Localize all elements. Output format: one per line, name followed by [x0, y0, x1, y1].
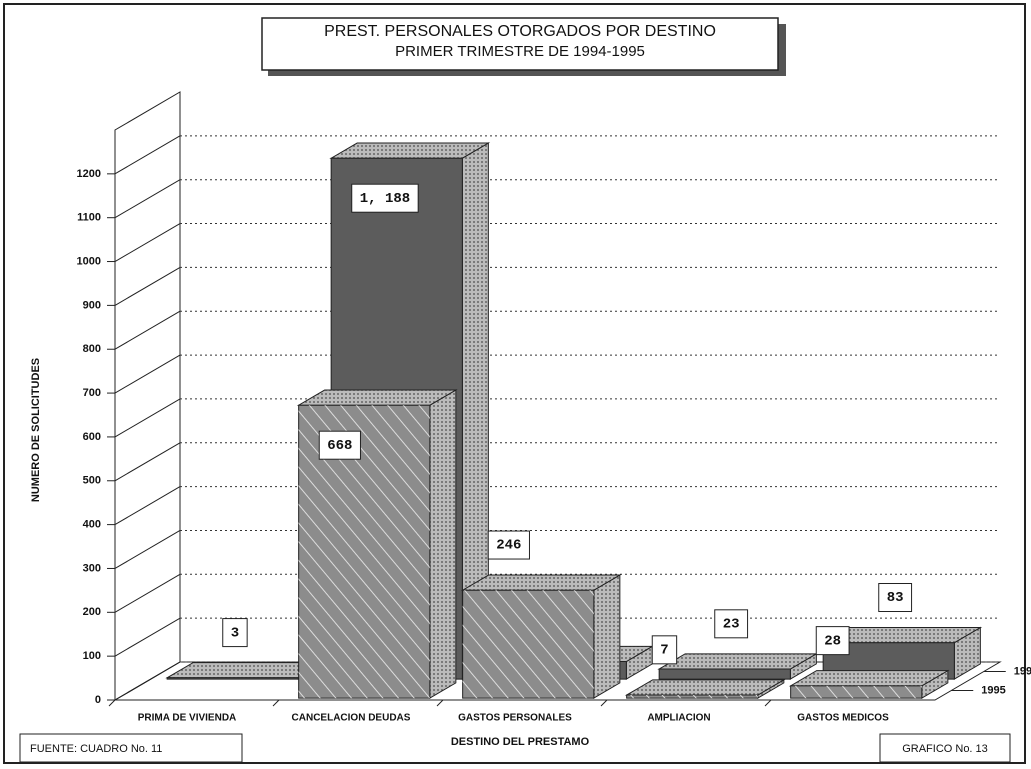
x-tick-label: AMPLIACION — [647, 713, 710, 724]
x-tick-label: GASTOS PERSONALES — [458, 713, 572, 724]
side-grid-line — [114, 661, 181, 701]
title-box — [261, 17, 779, 71]
value-label: 1, 188 — [360, 191, 410, 207]
legend-label: 1994 — [1014, 665, 1031, 677]
side-grid-line — [114, 442, 181, 482]
x-tick — [436, 699, 444, 707]
y-tick-label: 300 — [83, 562, 101, 574]
bar-side — [429, 389, 457, 699]
bar-hatch — [462, 590, 594, 699]
bar-side — [593, 574, 621, 699]
value-label: 668 — [327, 438, 352, 454]
side-grid-line — [114, 354, 181, 394]
value-label: 23 — [723, 617, 740, 633]
y-tick-label: 1200 — [77, 168, 101, 180]
value-label-box — [714, 609, 749, 639]
y-tick-label: 900 — [83, 299, 101, 311]
bar — [788, 669, 950, 699]
x-tick — [108, 699, 116, 707]
bar — [296, 389, 458, 699]
y-tick-label: 1000 — [77, 255, 101, 267]
y-tick-label: 400 — [83, 519, 101, 531]
value-label-box — [318, 430, 361, 460]
figure-number: GRAFICO No. 13 — [902, 743, 988, 755]
y-tick-label: 700 — [83, 387, 101, 399]
x-tick — [600, 699, 608, 707]
legend-label: 1995 — [981, 684, 1005, 696]
y-tick-label: 600 — [83, 431, 101, 443]
bar-front — [166, 677, 299, 680]
source: FUENTE: CUADRO No. 11 — [30, 743, 162, 755]
value-label: 83 — [887, 590, 904, 606]
bar-front — [658, 668, 791, 680]
y-tick-label: 100 — [83, 650, 101, 662]
bar-hatch — [298, 405, 430, 699]
bar — [657, 652, 819, 680]
bar-top — [460, 574, 622, 591]
side-grid-line — [114, 486, 181, 526]
bar — [460, 574, 622, 699]
value-label-box — [651, 635, 678, 665]
x-tick — [764, 699, 772, 707]
value-label-box — [878, 583, 913, 613]
side-grid-line — [114, 135, 181, 175]
source-box — [19, 733, 243, 763]
side-grid-line — [114, 617, 181, 657]
side-grid-line — [114, 310, 181, 350]
side-grid-line — [114, 266, 181, 306]
value-label-box — [487, 530, 530, 560]
bar-top — [657, 653, 819, 670]
x-tick — [272, 699, 280, 707]
side-grid-line — [114, 530, 181, 569]
y-tick-label: 200 — [83, 606, 101, 618]
value-label: 28 — [824, 633, 841, 649]
bar — [624, 678, 786, 699]
y-axis-label: NUMERO DE SOLICITUDES — [30, 358, 42, 502]
side-grid-line — [114, 179, 181, 219]
value-label-box — [222, 618, 248, 648]
chart-subtitle: PRIMER TRIMESTRE DE 1994-1995 — [395, 43, 645, 60]
y-tick-label: 500 — [83, 475, 101, 487]
bar-top — [296, 389, 458, 406]
bar — [821, 626, 983, 680]
value-label: 7 — [660, 643, 668, 659]
bar-hatch — [790, 685, 922, 699]
side-grid-line — [114, 398, 181, 438]
x-tick-label: PRIMA DE VIVIENDA — [138, 713, 237, 724]
bar-hatch — [626, 695, 758, 699]
bar-top — [788, 670, 950, 687]
x-tick-label: CANCELACION DEUDAS — [292, 713, 411, 724]
bar-top — [329, 142, 491, 159]
side-grid-line — [114, 573, 181, 613]
y-tick-label: 0 — [95, 694, 101, 706]
value-label-box — [351, 183, 419, 213]
side-grid-line — [114, 223, 181, 262]
bar-top — [624, 679, 786, 696]
x-axis-label: DESTINO DEL PRESTAMO — [451, 736, 590, 748]
value-label: 3 — [231, 625, 239, 641]
x-tick-label: GASTOS MEDICOS — [797, 713, 889, 724]
figure-box — [879, 733, 1011, 763]
y-tick-label: 800 — [83, 343, 101, 355]
value-label: 246 — [496, 538, 521, 554]
y-tick-label: 1100 — [77, 212, 101, 224]
chart-title: PREST. PERSONALES OTORGADOS POR DESTINO — [324, 23, 716, 40]
value-label-box — [815, 626, 850, 656]
